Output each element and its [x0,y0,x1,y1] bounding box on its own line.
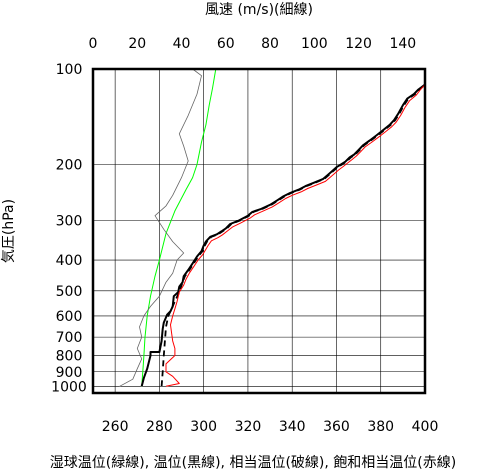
plot-frame [91,67,427,395]
grid-layer [93,68,426,393]
x-top-tick-label: 120 [345,36,372,52]
series-layer [119,68,426,387]
x-bottom-tick-label: 280 [146,419,173,435]
y-tick-label: 800 [56,349,83,365]
x-bottom-tick-label: 320 [235,419,262,435]
x-bottom-tick-label: 340 [279,419,306,435]
y-tick-label: 300 [56,213,83,229]
y-tick-label: 100 [56,62,83,78]
y-tick-label: 900 [56,365,83,381]
y-tick-label: 600 [56,309,83,325]
x-top-tick-label: 40 [173,36,191,52]
x-bottom-tick-label: 360 [323,419,350,435]
y-tick-label: 400 [56,253,83,269]
equivalent-potential-temperature-line [160,83,426,387]
x-bottom-tick-label: 400 [412,419,439,435]
x-bottom-tick-label: 260 [102,419,129,435]
wet-bulb-potential-temperature-line [141,68,217,387]
y-tick-label: 1000 [51,379,87,395]
y-tick-label: 700 [56,330,83,346]
x-bottom-tick-label: 300 [190,419,217,435]
x-top-tick-label: 20 [128,36,146,52]
potential-temperature-line [140,83,426,387]
wind-speed-line [119,68,202,387]
top-axis-title: 風速 (m/s)(細線) [205,2,313,18]
left-axis-title: 気圧(hPa) [1,199,17,263]
x-top-tick-label: 100 [301,36,328,52]
y-tick-label: 500 [56,284,83,300]
x-bottom-tick-label: 380 [367,419,394,435]
x-top-tick-label: 60 [217,36,235,52]
x-top-tick-label: 140 [389,36,416,52]
x-top-tick-label: 80 [261,36,279,52]
y-tick-label: 200 [56,158,83,174]
bottom-axis-title: 湿球温位(緑線), 温位(黒線), 相当温位(破線), 飽和相当温位(赤線) [50,454,456,471]
saturated-equivalent-potential-temperature-line [165,84,426,387]
x-top-tick-label: 0 [89,36,98,52]
